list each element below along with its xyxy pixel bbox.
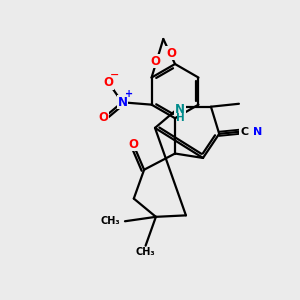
Text: N: N [253, 127, 262, 136]
Text: N: N [175, 103, 185, 116]
Text: CH₃: CH₃ [136, 247, 155, 257]
Text: O: O [129, 138, 139, 151]
Text: −: − [110, 70, 119, 80]
Text: N: N [117, 95, 128, 109]
Text: C: C [240, 127, 248, 136]
Text: CH₃: CH₃ [100, 216, 120, 226]
Text: O: O [166, 47, 176, 60]
Text: H: H [176, 113, 185, 123]
Text: +: + [124, 89, 133, 99]
Text: O: O [98, 111, 108, 124]
Text: O: O [151, 55, 160, 68]
Text: O: O [103, 76, 113, 89]
